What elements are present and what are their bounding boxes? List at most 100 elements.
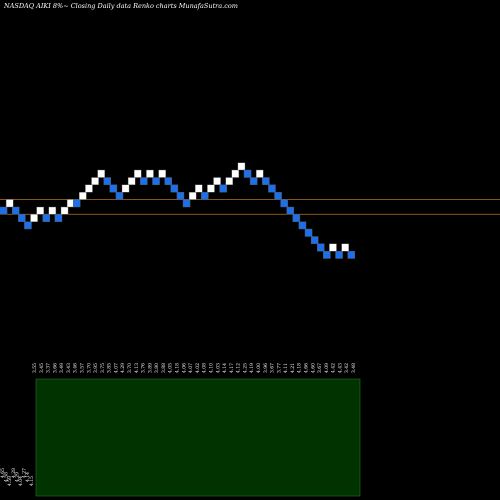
value-label: 4.06 <box>181 363 187 373</box>
value-label: 4.60 <box>310 363 316 373</box>
value-label: 3.70 <box>127 363 133 373</box>
renko-brick-down <box>347 251 356 259</box>
value-label: 3.49 <box>59 363 65 373</box>
renko-brick-down <box>72 199 81 208</box>
renko-brick-down <box>268 184 276 193</box>
volume-side-label: 4.14 <box>25 472 31 482</box>
value-label: 4.18 <box>297 363 303 373</box>
value-label: 4.07 <box>113 363 119 373</box>
renko-brick-down <box>182 199 191 208</box>
value-label: 4.09 <box>324 363 330 373</box>
renko-brick-up <box>127 177 136 185</box>
value-label: 3.96 <box>263 363 269 373</box>
renko-brick-up <box>5 199 14 208</box>
value-label: 4.21 <box>290 363 296 373</box>
volume-panel <box>35 378 361 497</box>
value-label: 3.37 <box>46 363 52 373</box>
renko-brick-down <box>310 236 319 244</box>
renko-brick-down <box>164 177 172 185</box>
renko-brick-down <box>335 251 343 259</box>
renko-brick-down <box>323 251 331 259</box>
value-label: 3.88 <box>161 363 167 373</box>
value-label: 3.70 <box>86 363 92 373</box>
value-label: 4.03 <box>215 363 221 373</box>
renko-brick-up <box>121 184 130 193</box>
renko-brick-down <box>103 177 111 185</box>
renko-brick-up <box>85 184 93 193</box>
renko-brick-up <box>341 243 349 252</box>
renko-brick-down <box>262 177 270 185</box>
value-label: 4.43 <box>337 363 343 373</box>
value-label: 3.80 <box>154 363 160 373</box>
volume-side-label: 4.58 <box>4 472 10 482</box>
value-label: 3.75 <box>100 363 106 373</box>
renko-brick-up <box>146 169 154 178</box>
volume-side-label: 4.65 <box>0 468 6 478</box>
renko-brick-up <box>60 206 69 215</box>
value-label: 4.13 <box>134 363 140 373</box>
value-label: 3.55 <box>32 363 38 373</box>
volume-side-label: 4.29 <box>14 472 20 482</box>
value-label: 3.66 <box>52 363 58 373</box>
value-label: 3.67 <box>270 363 276 373</box>
value-label: 4.17 <box>229 363 235 373</box>
volume-side-label: 4.27 <box>22 468 28 478</box>
volume-side-label: 4.28 <box>11 468 17 478</box>
renko-brick-down <box>201 192 209 200</box>
renko-brick-down <box>140 177 148 185</box>
renko-brick-up <box>97 169 105 178</box>
volume-side-label: 4.59 <box>7 476 13 486</box>
renko-brick-up <box>188 192 197 200</box>
value-label: 4.14 <box>222 363 228 373</box>
value-label: 3.95 <box>93 363 99 373</box>
value-label: 4.07 <box>188 363 194 373</box>
renko-brick-down <box>292 214 301 222</box>
value-label: 4.29 <box>120 363 126 373</box>
renko-brick-up <box>237 162 246 171</box>
renko-brick-down <box>274 192 282 200</box>
renko-brick-down <box>298 221 307 230</box>
renko-brick-down <box>170 184 179 193</box>
renko-brick-down <box>176 192 185 200</box>
renko-brick-up <box>225 177 233 185</box>
renko-brick-down <box>304 228 313 237</box>
renko-brick-up <box>30 214 38 222</box>
value-label: 3.42 <box>344 363 350 373</box>
renko-brick-down <box>11 206 20 215</box>
value-label: 4.10 <box>208 363 214 373</box>
volume-side-labels: 4.654.584.594.284.294.044.274.144.15 <box>0 468 35 486</box>
value-label: 3.45 <box>39 363 45 373</box>
chart-title: NASDAQ AIKI 8%~ Closing Daily data Renko… <box>4 2 238 10</box>
renko-brick-down <box>109 184 118 193</box>
value-label: 4.11 <box>283 363 289 373</box>
renko-brick-down <box>280 199 288 208</box>
renko-brick-up <box>329 243 337 252</box>
renko-brick-down <box>0 206 8 215</box>
renko-brick-up <box>91 177 99 185</box>
value-label: 3.89 <box>147 363 153 373</box>
value-label: 3.46 <box>73 363 79 373</box>
renko-brick-down <box>243 169 252 178</box>
value-label: 4.42 <box>331 363 337 373</box>
value-label: 3.57 <box>80 363 86 373</box>
renko-brick-down <box>54 214 63 222</box>
value-label: 4.05 <box>168 363 174 373</box>
renko-brick-down <box>18 214 26 222</box>
renko-brick-down <box>115 192 124 200</box>
value-label: 4.02 <box>195 363 201 373</box>
value-label: 3.67 <box>317 363 323 373</box>
value-label: 3.85 <box>107 363 113 373</box>
date-labels-layer: 3.55 3.45 3.37 3.66 3.49 3.43 3.46 3.57 3.70 3.95… <box>32 363 357 373</box>
renko-brick-up <box>231 169 240 178</box>
value-label: 3.76 <box>141 363 147 373</box>
value-label: 4.08 <box>202 363 208 373</box>
renko-brick-up <box>207 184 215 193</box>
renko-brick-up <box>79 192 87 200</box>
renko-brick-up <box>158 169 166 178</box>
renko-brick-up <box>133 169 142 178</box>
value-label: 3.43 <box>66 363 72 373</box>
value-label: 3.77 <box>276 363 282 373</box>
renko-brick-up <box>256 169 264 178</box>
